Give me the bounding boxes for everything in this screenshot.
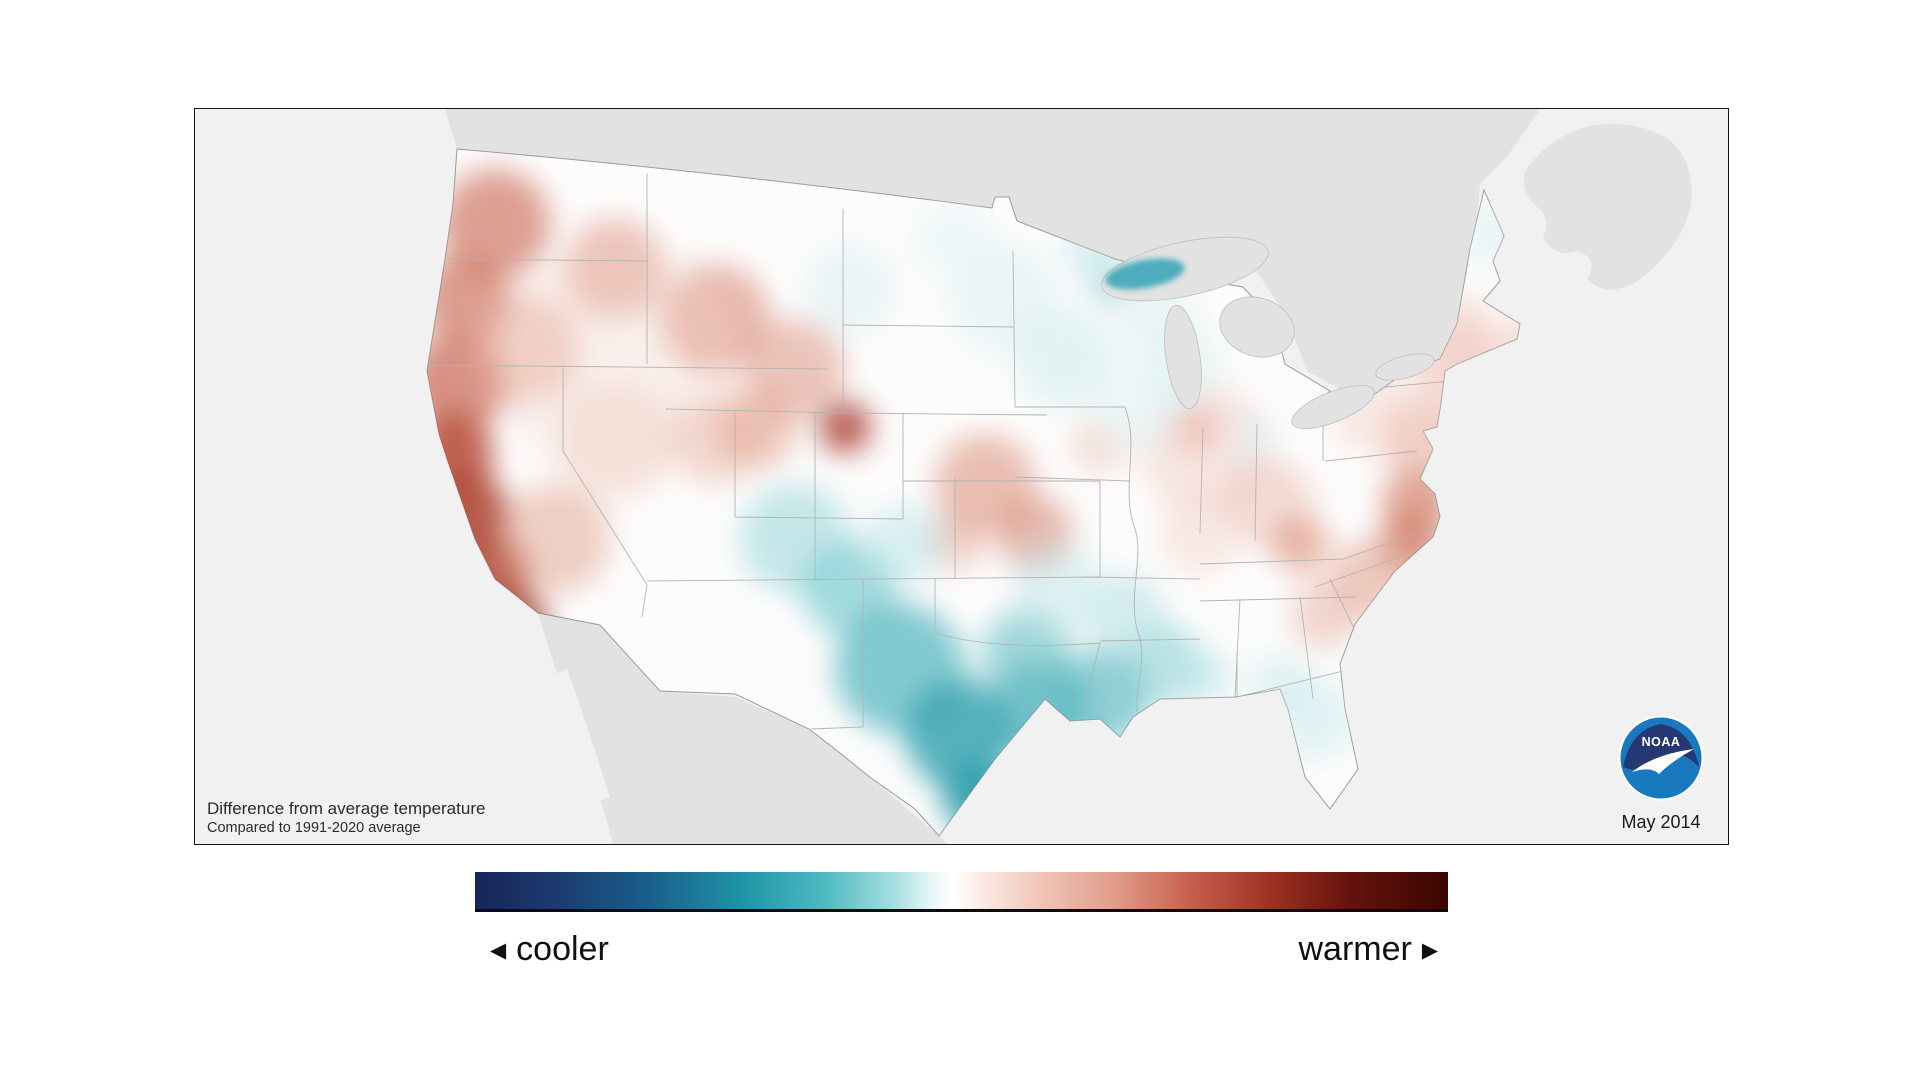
us-temperature-anomaly-map [195,109,1728,844]
noaa-logo-dark-field [1623,724,1699,770]
lake-erie [1291,385,1375,429]
date-label: May 2014 [1621,812,1701,832]
anomaly-blob [905,679,1015,789]
cooler-label: ◀ cooler [490,930,609,969]
map-panel [194,108,1729,845]
lake-huron [1219,296,1295,358]
left-arrow-icon: ◀ [490,939,507,962]
legend-row: ◀ cooler warmer ▶ [475,930,1448,980]
caption-subtitle: Compared to 1991-2020 average [207,820,421,837]
right-arrow-icon: ▶ [1421,939,1438,962]
noaa-logo-block: NOAA May 2014 [1613,715,1709,833]
warmer-label: warmer ▶ [1299,930,1439,969]
cooler-label-text: cooler [516,930,609,968]
caption-title: Difference from average temperature [207,799,486,818]
color-scale-bar [475,872,1448,912]
anomaly-blob [915,199,995,279]
maritime-canada-land [1524,123,1692,290]
lake-michigan [1164,305,1202,409]
gulf-of-california [553,669,610,802]
noaa-logo-text: NOAA [1642,735,1681,749]
seagull-icon [1632,749,1694,774]
anomaly-blob [805,244,895,334]
map-caption: Difference from average temperature Comp… [207,798,485,837]
anomaly-blob [819,401,871,453]
canada-land [445,109,1540,409]
anomaly-blob [1272,516,1328,572]
mexico-land [538,613,947,844]
anomaly-blob [1175,649,1231,705]
temperature-anomaly-layer [427,169,1520,832]
lake-ontario [1375,353,1435,381]
anomaly-blob [1085,574,1165,654]
anomaly-blob [865,504,945,584]
warmer-label-text: warmer [1298,930,1412,968]
anomaly-blob [1170,402,1220,452]
anomaly-blob [495,239,735,479]
anomaly-blob [440,169,550,279]
lake-superior-cool-anomaly [1105,258,1185,290]
state-boundaries [427,173,1451,730]
anomaly-blob [1012,544,1102,634]
anomaly-blob [500,484,610,594]
anomaly-blob [1230,414,1280,464]
noaa-logo: NOAA [1618,715,1704,801]
anomaly-blob [1015,309,1115,409]
anomaly-blob [1290,579,1360,649]
